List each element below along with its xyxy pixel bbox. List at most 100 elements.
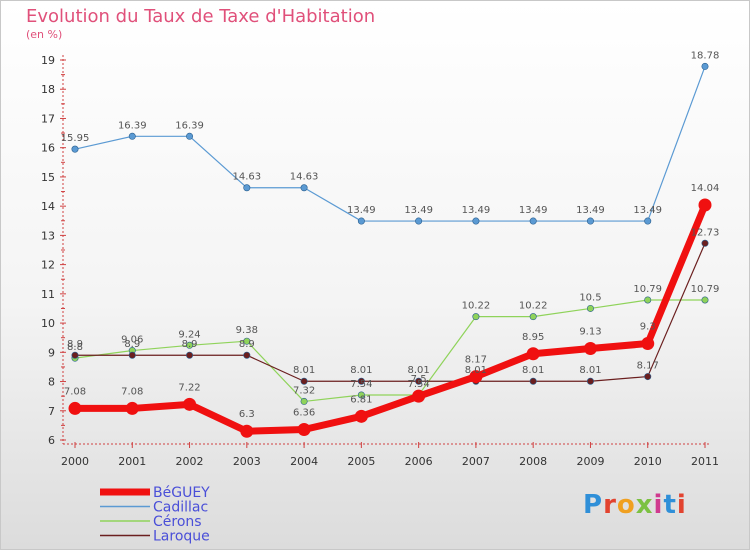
y-tick-label: 8 xyxy=(48,376,55,389)
data-point-crons xyxy=(701,296,709,304)
x-tick-label: 2010 xyxy=(634,455,662,468)
data-point-cadillac xyxy=(586,217,594,225)
y-tick-label: 10 xyxy=(41,317,55,330)
legend-label-laroque: Laroque xyxy=(153,529,210,545)
data-label-laroque: 8.9 xyxy=(182,339,198,350)
data-point-laroque xyxy=(529,377,537,385)
data-point-laroque xyxy=(357,377,365,385)
data-point-bguey xyxy=(641,337,655,351)
data-point-cadillac xyxy=(415,217,423,225)
y-tick-label: 14 xyxy=(41,200,55,213)
data-point-cadillac xyxy=(472,217,480,225)
data-label-crons: 9.06 xyxy=(121,335,143,346)
data-point-laroque xyxy=(243,351,251,359)
x-tick-label: 2001 xyxy=(118,455,146,468)
data-label-cadillac: 13.49 xyxy=(633,205,662,216)
data-point-laroque xyxy=(128,351,136,359)
data-point-bguey xyxy=(297,422,311,436)
x-tick-label: 2005 xyxy=(347,455,375,468)
x-tick-label: 2009 xyxy=(576,455,604,468)
data-label-laroque: 8.01 xyxy=(579,365,601,376)
series-line-cadillac xyxy=(74,66,706,222)
data-label-crons: 10.79 xyxy=(691,284,720,295)
data-label-crons: 10.5 xyxy=(579,292,601,303)
x-tick-label: 2004 xyxy=(290,455,318,468)
data-point-laroque xyxy=(300,377,308,385)
y-tick-label: 11 xyxy=(41,288,55,301)
data-label-bguey: 8.95 xyxy=(522,332,544,343)
data-label-laroque: 8.17 xyxy=(637,361,659,372)
data-point-crons xyxy=(644,296,652,304)
series-layer xyxy=(68,62,712,438)
data-label-bguey: 7.08 xyxy=(64,386,86,397)
data-point-bguey xyxy=(469,370,483,384)
y-tick-label: 18 xyxy=(41,83,55,96)
data-point-crons xyxy=(357,391,365,399)
data-point-bguey xyxy=(240,424,254,438)
data-label-crons: 9.38 xyxy=(236,325,258,336)
logo-letter: i xyxy=(653,490,664,520)
data-label-bguey: 9.13 xyxy=(579,327,601,338)
data-label-crons: 9.24 xyxy=(178,329,200,340)
data-label-laroque: 8.9 xyxy=(239,339,255,350)
legend-label-bguey: BéGUEY xyxy=(153,485,210,501)
y-tick-label: 7 xyxy=(48,405,55,418)
data-point-cadillac xyxy=(529,217,537,225)
data-label-laroque: 8.01 xyxy=(293,365,315,376)
data-label-cadillac: 13.49 xyxy=(347,205,376,216)
x-tick-label: 2006 xyxy=(405,455,433,468)
logo-letter: P xyxy=(583,490,604,520)
data-label-crons: 10.22 xyxy=(519,301,548,312)
data-point-bguey xyxy=(183,397,197,411)
data-labels: 15.95 16.39 16.39 14.63 14.63 13.49 13.49 13.49… xyxy=(61,50,720,420)
data-point-cadillac xyxy=(71,145,79,153)
data-label-laroque: 12.73 xyxy=(691,227,720,238)
data-point-laroque xyxy=(644,373,652,381)
data-label-cadillac: 16.39 xyxy=(118,120,147,131)
y-tick-label: 15 xyxy=(41,171,55,184)
data-point-cadillac xyxy=(186,132,194,140)
axes: 6 7 8 9 10 11 12 13 14 15 16 17 18 19 2000 2001 2002 2003… xyxy=(41,54,719,468)
data-label-crons: 7.54 xyxy=(350,379,372,390)
data-label-bguey: 8.17 xyxy=(465,355,487,366)
data-label-bguey: 7.5 xyxy=(411,374,427,385)
data-label-crons: 8.8 xyxy=(67,342,83,353)
data-point-bguey xyxy=(526,347,540,361)
data-label-laroque: 8.01 xyxy=(465,365,487,376)
y-tick-label: 13 xyxy=(41,229,55,242)
data-label-laroque: 8.9 xyxy=(67,339,83,350)
data-point-crons xyxy=(300,397,308,405)
data-point-cadillac xyxy=(128,132,136,140)
x-tick-label: 2000 xyxy=(61,455,89,468)
data-point-crons xyxy=(529,313,537,321)
data-label-crons: 7.54 xyxy=(408,379,430,390)
data-point-crons xyxy=(186,341,194,349)
data-point-cadillac xyxy=(357,217,365,225)
x-tick-label: 2003 xyxy=(233,455,261,468)
data-point-bguey xyxy=(68,401,82,415)
data-point-bguey xyxy=(412,389,426,403)
y-tick-label: 9 xyxy=(48,346,55,359)
logo-letter: o xyxy=(616,490,636,520)
data-point-laroque xyxy=(415,377,423,385)
data-label-bguey: 14.04 xyxy=(691,183,720,194)
data-point-laroque xyxy=(586,377,594,385)
data-point-bguey xyxy=(583,342,597,356)
legend-label-cadillac: Cadillac xyxy=(153,500,208,516)
chart-unit: (en %) xyxy=(26,28,63,41)
x-tick-label: 2011 xyxy=(691,455,719,468)
data-label-cadillac: 15.95 xyxy=(61,133,90,144)
y-tick-label: 12 xyxy=(41,259,55,272)
chart-title: Evolution du Taux de Taxe d'Habitation xyxy=(26,6,376,27)
proxiti-logo: Proxiti xyxy=(583,490,687,520)
data-point-cadillac xyxy=(644,217,652,225)
data-label-cadillac: 18.78 xyxy=(691,50,720,61)
data-point-crons xyxy=(586,304,594,312)
data-point-bguey xyxy=(698,198,712,212)
data-label-bguey: 6.81 xyxy=(350,394,372,405)
data-point-cadillac xyxy=(243,184,251,192)
data-label-crons: 10.79 xyxy=(633,284,662,295)
data-label-laroque: 8.9 xyxy=(124,339,140,350)
